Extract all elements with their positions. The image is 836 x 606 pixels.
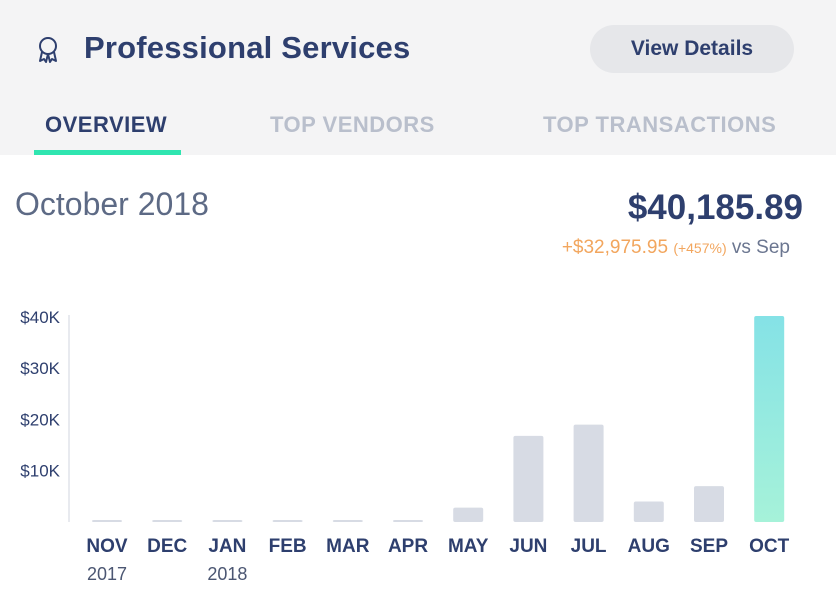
x-tick-label: JUL <box>571 536 607 557</box>
bar[interactable] <box>513 435 544 522</box>
change-percent: (+457%) <box>673 240 727 256</box>
active-tab-indicator <box>34 150 181 155</box>
tab-top-vendors[interactable]: TOP VENDORS <box>270 112 435 137</box>
x-tick-label: AUG <box>628 536 670 557</box>
y-tick-label: $30K <box>20 359 60 378</box>
bar[interactable] <box>694 486 724 522</box>
x-tick-label: APR <box>388 536 428 557</box>
change-summary: +$32,975.95 (+457%) vs Sep <box>562 237 790 259</box>
change-amount: +$32,975.95 <box>561 237 669 258</box>
x-tick-label: DEC <box>147 536 187 557</box>
x-tick-year-label: 2017 <box>87 564 127 584</box>
comparison-label: vs Sep <box>731 237 790 258</box>
bar[interactable] <box>212 520 243 522</box>
x-tick-label: SEP <box>690 536 728 557</box>
bar[interactable] <box>332 520 363 522</box>
tab-top-transactions[interactable]: TOP TRANSACTIONS <box>543 112 777 137</box>
monthly-spend-bar-chart: $10K $20K $30K $40K NOV 2017 DEC JAN 2018 FEB MAR… <box>20 308 790 584</box>
x-tick-year-label: 2018 <box>207 564 247 584</box>
y-tick-label: $20K <box>20 410 60 429</box>
y-tick-label: $10K <box>20 462 60 481</box>
page-title: Professional Services <box>84 30 411 65</box>
bar[interactable] <box>393 520 423 522</box>
bar[interactable] <box>633 501 664 522</box>
bar[interactable] <box>92 520 122 522</box>
bar[interactable] <box>453 507 484 522</box>
x-tick-label: JAN <box>208 536 246 557</box>
period-title: October 2018 <box>15 186 209 222</box>
x-tick-label: MAR <box>326 536 370 557</box>
x-tick-label: JUN <box>509 536 547 557</box>
x-tick-label: NOV <box>86 536 128 557</box>
bar[interactable] <box>272 520 303 522</box>
award-ribbon-icon <box>39 37 57 63</box>
x-tick-label: MAY <box>448 536 489 557</box>
bar-highlighted[interactable] <box>754 316 785 522</box>
bar[interactable] <box>573 424 604 522</box>
bar[interactable] <box>152 520 183 522</box>
x-tick-label: FEB <box>269 536 307 557</box>
card-header: Professional Services View Details OVERV… <box>0 0 836 155</box>
x-tick-label: OCT <box>749 536 790 557</box>
total-amount: $40,185.89 <box>627 188 803 227</box>
view-details-button[interactable]: View Details <box>590 25 794 73</box>
tab-overview[interactable]: OVERVIEW <box>45 112 168 137</box>
y-tick-label: $40K <box>20 308 60 327</box>
